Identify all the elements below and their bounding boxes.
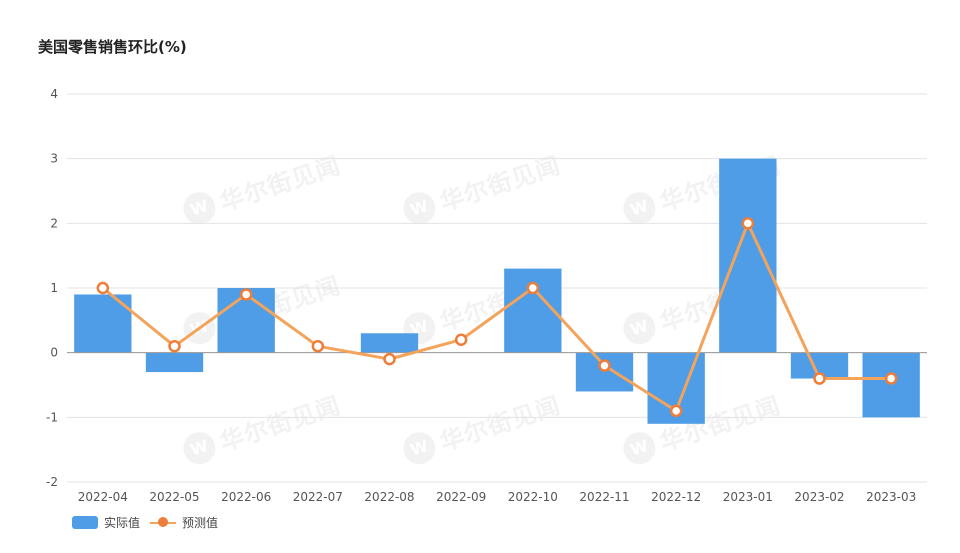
x-tick-label: 2022-10 [508,490,558,504]
x-tick-label: 2023-03 [866,490,916,504]
forecast-point [239,288,253,301]
forecast-point [311,339,325,353]
x-tick-label: 2022-11 [579,490,629,504]
line-series [96,217,898,418]
y-tick-label: -2 [46,475,58,489]
legend-label-forecast: 预测值 [182,516,219,530]
x-tick-label: 2022-04 [78,490,128,504]
x-tick-label: 2022-05 [149,490,199,504]
forecast-point [669,404,683,418]
x-tick-label: 2023-01 [723,490,773,504]
legend-line-swatch [150,516,177,529]
legend-bar-swatch [72,516,98,529]
x-axis-labels: 2022-04 2022-05 2022-06 2022-07 2022-08 2022-… [78,490,916,504]
forecast-point [598,359,611,372]
bar [360,333,419,353]
bar [719,158,777,353]
y-tick-label: 0 [50,346,58,360]
x-tick-label: 2022-06 [221,490,271,504]
bar [862,352,920,418]
legend: 实际值 预测值 [72,514,228,531]
chart-title: 美国零售销售环比(%) [38,38,187,56]
y-axis-labels: 4 3 2 1 0 -1 -2 [46,87,58,489]
x-tick-label: 2023-02 [794,490,844,504]
forecast-point [168,339,181,353]
grid-lines [67,93,927,483]
forecast-point [383,352,396,366]
y-tick-label: 2 [50,216,58,230]
y-tick-label: -1 [46,410,58,424]
bar-series [74,158,920,424]
x-tick-label: 2022-08 [364,490,414,504]
forecast-point [454,333,468,346]
y-tick-label: 4 [50,87,58,101]
forecast-line [101,221,892,413]
y-tick-label: 3 [50,152,58,166]
legend-item-actual[interactable]: 实际值 [72,514,140,531]
x-tick-label: 2022-12 [651,490,701,504]
forecast-point [741,217,755,230]
legend-item-forecast[interactable]: 预测值 [150,514,218,531]
bar [145,352,204,373]
forecast-point [526,281,540,295]
forecast-point [813,372,826,385]
legend-label-actual: 实际值 [104,516,141,530]
x-tick-label: 2022-09 [436,490,486,504]
x-tick-label: 2022-07 [293,490,343,504]
y-tick-label: 1 [50,281,58,295]
forecast-point [96,281,110,295]
forecast-point [884,372,898,385]
bar [575,352,634,392]
